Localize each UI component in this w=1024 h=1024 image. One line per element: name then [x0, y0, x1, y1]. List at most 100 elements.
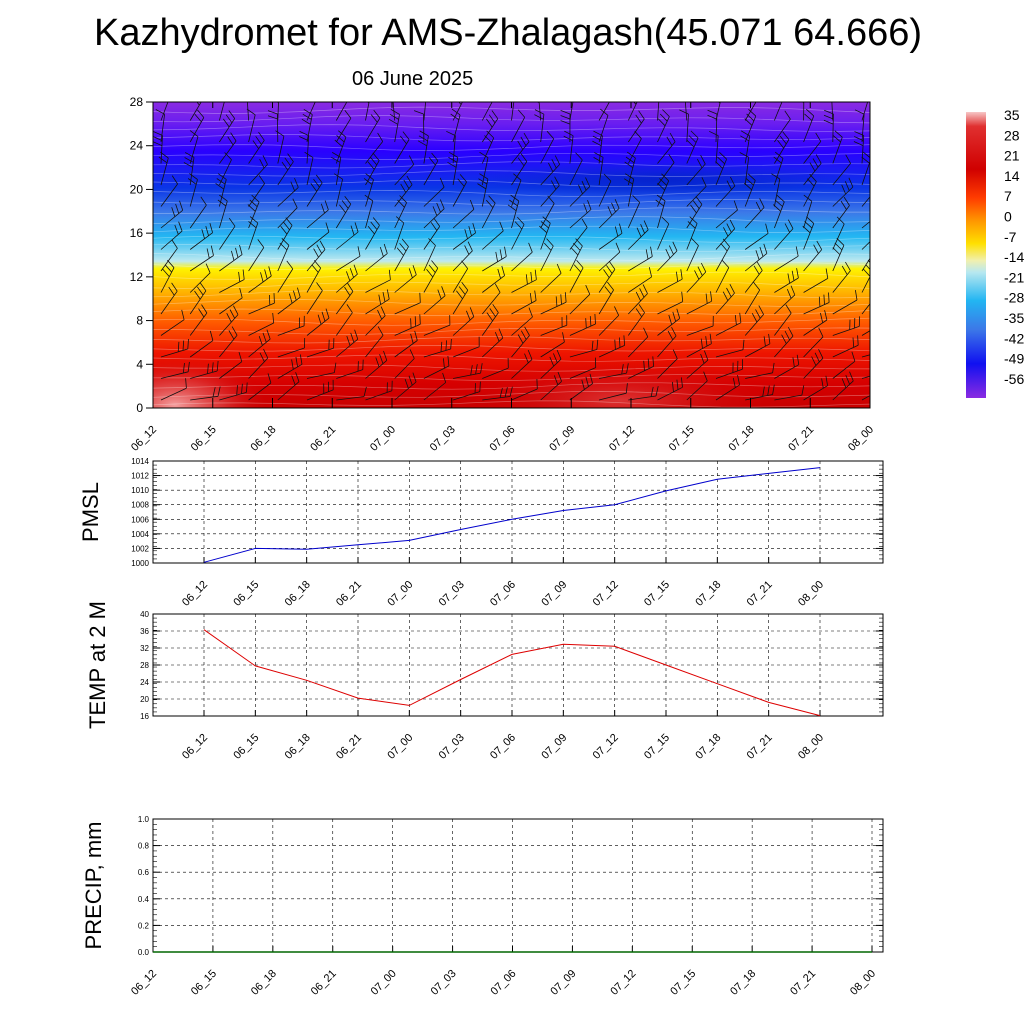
wind-barb: [248, 329, 271, 358]
x-tick-label: 07_18: [728, 968, 758, 998]
contour-line: [153, 144, 870, 151]
wind-barb: [189, 102, 202, 121]
y-tick-label: 1.0: [138, 815, 150, 824]
x-tick-label: 06_21: [334, 579, 364, 609]
contour-line: [153, 161, 870, 169]
wind-barb: [861, 241, 870, 250]
wind-barb: [365, 289, 390, 315]
wind-barb: [306, 240, 326, 272]
wind-barb: [774, 219, 794, 250]
wind-barb: [743, 173, 756, 207]
wind-barb: [598, 199, 620, 229]
wind-barb: [744, 198, 765, 229]
wind-barb: [363, 173, 374, 207]
x-tick-label: 06_12: [180, 579, 210, 609]
x-tick-label: 07_00: [368, 424, 398, 454]
wind-barb: [334, 130, 347, 164]
wind-barb: [657, 377, 683, 401]
wind-barb: [832, 130, 843, 164]
wind-barb: [715, 359, 743, 379]
wind-barb: [248, 312, 275, 336]
x-tick-label: 06_21: [308, 424, 338, 454]
wind-barb: [628, 220, 649, 250]
wind-barb: [394, 131, 410, 164]
wind-barb: [744, 223, 769, 250]
y-tick-label: 20: [130, 182, 144, 196]
y-tick-label: 1014: [131, 457, 149, 466]
wind-barb: [219, 288, 243, 315]
wind-barb: [745, 333, 771, 358]
x-tick-label: 07_15: [642, 579, 672, 609]
wind-barb: [336, 246, 361, 272]
x-tick-label: 06_12: [129, 424, 159, 454]
wind-barb: [540, 238, 554, 272]
wind-barb: [423, 260, 439, 293]
wind-barb: [365, 380, 393, 401]
wind-barb: [511, 242, 533, 272]
contour-line: [153, 216, 870, 224]
wind-barb: [306, 308, 330, 336]
wind-barb: [569, 218, 588, 250]
wind-barb: [306, 362, 337, 379]
wind-barb: [686, 130, 699, 164]
y-tick-label: 8: [136, 314, 143, 328]
wind-barb: [219, 326, 238, 358]
cross-section-panel: 0 4 8 12 16 20 24 28 06_12 06_15 06_18 06_21 07_00 07…: [129, 95, 876, 454]
wind-barb: [394, 155, 415, 186]
wind-barb: [306, 379, 334, 401]
x-tick-label: 06_18: [249, 424, 279, 454]
wind-barb: [452, 102, 463, 121]
x-tick-label: 07_15: [668, 968, 698, 998]
wind-barb: [482, 328, 504, 358]
wind-barb: [803, 173, 817, 207]
wind-barb: [627, 130, 642, 164]
wind-barb: [540, 292, 567, 315]
wind-barb: [219, 305, 239, 336]
wind-barb: [823, 109, 834, 143]
wind-barb: [832, 335, 859, 358]
wind-barb: [306, 200, 329, 229]
wind-barb: [365, 102, 370, 121]
wind-barb: [423, 217, 441, 250]
wind-barb: [277, 372, 300, 401]
wind-barb: [854, 109, 865, 143]
wind-barb: [832, 261, 851, 293]
wind-barb: [774, 385, 805, 401]
x-tick-label: 06_15: [231, 732, 261, 762]
wind-barb: [709, 130, 719, 164]
wind-barb: [628, 386, 659, 401]
wind-barb: [803, 349, 824, 379]
y-tick-label: 4: [136, 357, 143, 371]
wind-barb: [774, 246, 799, 272]
wind-barb: [832, 351, 856, 379]
wind-barb: [335, 109, 352, 143]
wind-barb: [189, 245, 214, 272]
wind-barb: [511, 378, 538, 401]
wind-barb: [511, 269, 537, 293]
wind-barb: [394, 314, 421, 336]
wind-barb: [394, 265, 417, 293]
wind-barb: [189, 109, 205, 143]
y-tick-label: 0.6: [138, 868, 150, 877]
wind-barb: [275, 130, 285, 164]
x-tick-label: 07_09: [547, 424, 577, 454]
wind-barb: [160, 338, 189, 358]
wind-barb: [657, 153, 675, 186]
contour-line: [153, 134, 870, 142]
wind-barb: [452, 281, 469, 315]
wind-barb: [306, 338, 335, 358]
wind-barb: [394, 238, 409, 272]
wind-barb: [686, 238, 699, 272]
chart-title: Kazhydromet for AMS-Zhalagash(45.071 64.…: [93, 12, 923, 54]
wind-barb: [803, 375, 828, 401]
wind-barb: [277, 337, 306, 358]
wind-barb: [540, 371, 562, 401]
wind-barb: [482, 246, 507, 272]
wind-barb: [679, 109, 689, 143]
y-tick-label: 16: [140, 712, 149, 721]
x-tick-label: 07_00: [385, 579, 415, 609]
wind-barb: [774, 285, 796, 315]
wind-barb: [511, 132, 530, 164]
x-tick-label: 07_12: [591, 579, 621, 609]
x-tick-label: 07_00: [369, 968, 399, 998]
